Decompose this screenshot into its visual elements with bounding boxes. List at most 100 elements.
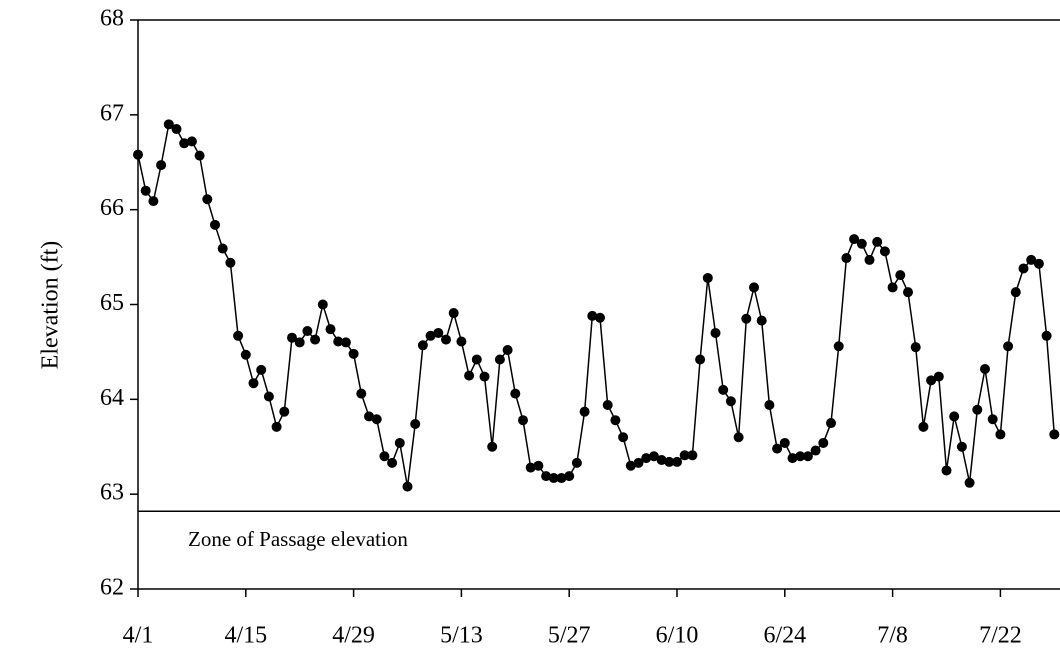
x-tick-label: 6/10 [656, 623, 699, 649]
data-point [772, 443, 783, 454]
data-point [533, 460, 544, 471]
data-point [648, 451, 659, 462]
data-point [194, 150, 205, 161]
data-point [756, 315, 767, 326]
data-point [379, 451, 390, 462]
data-point [795, 451, 806, 462]
data-point [895, 270, 906, 281]
y-tick-label: 66 [100, 195, 124, 221]
data-point [1033, 258, 1044, 269]
data-point [602, 400, 613, 411]
data-point [764, 400, 775, 411]
data-point [417, 340, 428, 351]
data-point [933, 371, 944, 382]
data-point [210, 219, 220, 230]
x-tick-label: 6/24 [763, 623, 806, 649]
data-point [749, 282, 759, 293]
data-point [163, 119, 174, 130]
data-point [779, 437, 790, 448]
data-point [987, 414, 998, 425]
data-point [903, 287, 913, 298]
y-tick-label: 63 [100, 480, 124, 506]
data-point [325, 324, 336, 335]
data-point [733, 432, 744, 443]
data-point [633, 457, 644, 468]
data-point [879, 246, 890, 257]
y-tick-label: 65 [100, 290, 124, 316]
data-point [156, 160, 167, 171]
data-point [287, 332, 297, 343]
y-axis-label: Elevation (ft) [38, 241, 64, 370]
data-point [587, 310, 598, 321]
data-point [710, 327, 721, 338]
x-tick-label: 5/27 [548, 623, 591, 649]
x-tick-label: 4/15 [224, 623, 267, 649]
data-point [802, 451, 813, 462]
data-point [941, 465, 952, 476]
data-point [310, 334, 321, 345]
data-point [179, 138, 190, 149]
data-point [1003, 341, 1014, 352]
data-point [856, 238, 867, 249]
data-line [137, 123, 1056, 487]
data-point [679, 450, 690, 461]
x-tick-label: 4/29 [332, 623, 375, 649]
data-point [687, 450, 698, 461]
data-point [695, 354, 706, 365]
data-point [625, 460, 636, 471]
data-point [441, 334, 451, 345]
data-point [548, 473, 559, 484]
x-tick-label: 7/8 [877, 623, 908, 649]
data-point [148, 196, 159, 207]
data-point [672, 456, 682, 467]
data-point [571, 457, 582, 468]
data-point [171, 124, 182, 135]
x-tick-label: 5/13 [440, 623, 483, 649]
data-point [1049, 429, 1060, 440]
data-point [818, 437, 829, 448]
data-point [980, 363, 990, 374]
data-point [949, 411, 960, 422]
y-tick-label: 67 [100, 100, 124, 126]
data-point [610, 415, 621, 426]
data-point [225, 257, 236, 268]
data-point [317, 299, 328, 310]
data-point [864, 254, 875, 265]
data-point [494, 354, 505, 365]
data-point [926, 375, 937, 386]
data-point [394, 437, 405, 448]
data-point [487, 441, 498, 452]
data-point [448, 308, 459, 319]
data-point [263, 391, 274, 402]
data-point [364, 411, 374, 422]
data-point [956, 441, 967, 452]
data-point [256, 364, 267, 375]
data-point [502, 345, 513, 356]
data-point [556, 473, 567, 484]
data-point [348, 348, 359, 359]
data-point [410, 418, 421, 429]
data-point [340, 337, 351, 348]
data-point [140, 185, 151, 196]
y-tick-label: 68 [100, 6, 124, 32]
data-point [579, 406, 590, 417]
data-point [826, 418, 836, 429]
data-point [133, 149, 143, 160]
data-point [841, 253, 852, 264]
data-point [1041, 330, 1052, 341]
data-point [718, 384, 729, 395]
data-point [471, 354, 482, 365]
x-tick-label: 4/1 [123, 623, 154, 649]
data-point [302, 326, 313, 337]
data-point [510, 388, 521, 399]
data-point [279, 406, 290, 417]
data-point [787, 453, 798, 464]
data-point [641, 453, 652, 464]
x-tick-label: 7/22 [979, 623, 1022, 649]
data-point [202, 194, 213, 205]
data-point [479, 371, 490, 382]
data-point [664, 456, 675, 467]
data-point [564, 471, 575, 482]
